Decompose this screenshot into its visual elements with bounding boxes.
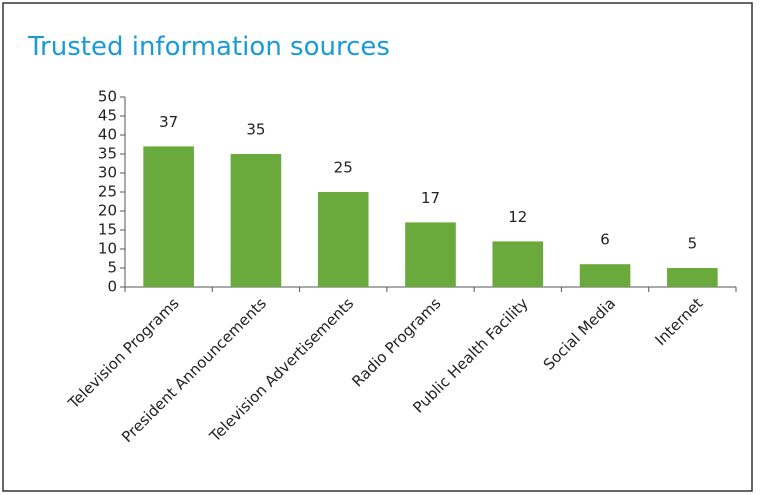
y-tick-label: 20 (98, 202, 117, 220)
y-tick-label: 40 (98, 126, 117, 144)
data-label: 6 (600, 231, 610, 249)
data-label: 17 (421, 189, 440, 207)
x-tick-label: Radio Programs (348, 294, 444, 390)
data-label: 12 (508, 208, 527, 226)
bar (405, 222, 456, 287)
x-tick-label: Television Advertisements (205, 294, 357, 446)
x-tick-label: President Announcements (118, 294, 270, 446)
bar (579, 264, 631, 287)
x-tick-label: Social Media (540, 294, 619, 373)
y-tick-label: 50 (98, 88, 117, 106)
data-label: 5 (688, 235, 698, 253)
bar (230, 154, 282, 287)
y-tick-label: 10 (98, 240, 117, 258)
y-tick-label: 0 (107, 278, 117, 296)
bar (143, 146, 194, 287)
data-label: 25 (334, 159, 353, 177)
y-tick-label: 5 (107, 259, 117, 277)
bar (667, 268, 718, 287)
data-label: 37 (159, 113, 178, 131)
data-label: 35 (246, 121, 265, 139)
y-tick-label: 15 (98, 221, 117, 239)
y-tick-label: 25 (98, 183, 117, 201)
frame (2, 2, 753, 492)
y-tick-label: 30 (98, 164, 117, 182)
chart-title: Trusted information sources (27, 32, 390, 62)
y-tick-label: 35 (98, 145, 117, 163)
bar (317, 192, 369, 287)
bar (492, 241, 544, 287)
y-tick-label: 45 (98, 107, 117, 125)
x-tick-label: Internet (652, 294, 707, 349)
